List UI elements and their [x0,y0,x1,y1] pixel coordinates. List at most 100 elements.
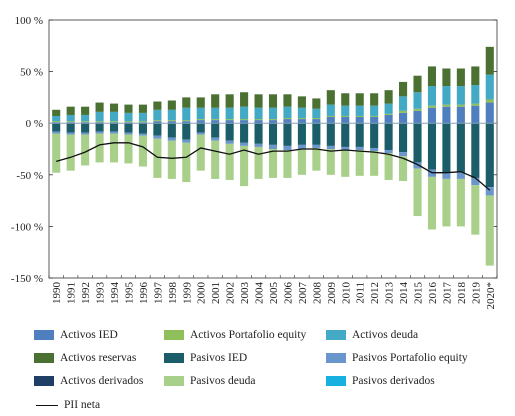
x-tick-label: 2000 [196,282,208,305]
bar-activos-ied [312,119,320,123]
x-tick-label: 1991 [66,282,78,304]
x-tick-label: 2002 [225,282,237,304]
bar-activos-portafolio-equity [211,119,219,120]
bar-pasivos-deuda [67,135,75,171]
bar-pasivos-deuda [52,134,60,173]
legend-swatch [164,376,184,386]
bar-pasivos-ied [255,123,263,144]
legend-item: Activos IED [34,329,118,341]
legend-label: Pasivos derivados [352,375,435,387]
x-tick-label: 2008 [311,282,323,305]
bar-activos-deuda [312,109,320,118]
bar-activos-ied [457,107,465,124]
bar-activos-deuda [168,110,176,120]
bar-activos-reservas [255,94,263,107]
bar-pasivos-portafolio-equity [110,131,118,133]
bar-pasivos-ied [413,123,421,162]
bar-activos-deuda [457,86,465,105]
bar-pasivos-portafolio-equity [457,173,465,179]
bar-activos-deuda [52,116,60,121]
bar-activos-portafolio-equity [182,120,190,121]
bar-activos-ied [356,117,364,123]
bar-activos-portafolio-equity [356,116,364,117]
bar-pasivos-ied [486,123,494,187]
bar-pasivos-portafolio-equity [327,146,335,149]
bar-activos-ied [413,111,421,123]
bar-pasivos-portafolio-equity [139,134,147,136]
bar-activos-deuda [255,108,263,119]
bar-activos-deuda [81,115,89,121]
y-tick-label: 50 % [20,67,43,79]
bar-pasivos-ied [385,123,393,150]
bar-activos-portafolio-equity [457,105,465,107]
bar-pasivos-portafolio-equity [124,132,132,134]
bar-pasivos-ied [124,123,132,132]
legend-label: Activos reservas [60,352,136,364]
bar-pasivos-deuda [182,143,190,182]
bar-pasivos-portafolio-equity [370,148,378,151]
bar-activos-deuda [486,75,494,100]
bar-activos-portafolio-equity [52,121,60,122]
bar-activos-reservas [240,92,248,106]
bar-activos-portafolio-equity [269,119,277,120]
bar-pasivos-portafolio-equity [240,143,248,146]
bar-pasivos-ied [471,123,479,178]
x-tick-label: 2019 [470,282,482,305]
bar-activos-reservas [110,104,118,112]
bar-activos-reservas [471,66,479,85]
bar-activos-reservas [341,93,349,105]
bar-activos-portafolio-equity [471,104,479,106]
legend-label: Pasivos deuda [190,375,255,387]
x-tick-label: 2015 [413,282,425,305]
bar-pasivos-portafolio-equity [385,150,393,153]
y-tick-label: 0 % [26,118,43,130]
bar-pasivos-deuda [283,150,291,178]
bar-activos-deuda [240,107,248,119]
bar-activos-reservas [428,66,436,86]
x-tick-label: 1992 [80,282,92,304]
x-tick-label: 2004 [254,282,266,305]
bar-activos-deuda [413,92,421,109]
x-tick-label: 2018 [456,282,468,305]
bar-activos-deuda [197,108,205,119]
bar-pasivos-ied [52,123,60,131]
bar-pasivos-portafolio-equity [211,138,219,141]
bar-pasivos-portafolio-equity [182,140,190,143]
bar-pasivos-ied [442,123,450,173]
bar-pasivos-portafolio-equity [471,178,479,185]
bar-pasivos-ied [110,123,118,131]
x-tick-label: 1995 [123,282,135,305]
bar-activos-reservas [298,96,306,107]
bar-activos-portafolio-equity [168,120,176,121]
x-tick-label: 2011 [355,282,367,304]
bar-pasivos-ied [182,123,190,140]
bar-activos-reservas [52,110,60,116]
x-tick-label: 2007 [297,282,309,305]
x-tick-label: 2012 [369,282,381,304]
bar-activos-portafolio-equity [96,121,104,122]
bar-pasivos-portafolio-equity [153,136,161,139]
bar-activos-ied [385,115,393,123]
legend-label: Activos IED [60,329,118,341]
bar-pasivos-deuda [442,179,450,226]
bar-activos-reservas [385,90,393,103]
legend-item: Activos Portafolio equity [164,329,306,341]
bar-pasivos-deuda [341,150,349,177]
x-tick-label: 2001 [210,282,222,304]
bar-activos-deuda [269,108,277,119]
bar-activos-ied [283,119,291,123]
bar-pasivos-portafolio-equity [96,131,104,133]
y-tick-label: -150 % [11,273,43,285]
y-tick-label: -50 % [16,170,43,182]
bar-pasivos-ied [298,123,306,145]
bar-pasivos-deuda [153,139,161,178]
bar-pasivos-ied [399,123,407,152]
legend-label: Pasivos IED [190,352,247,364]
bar-activos-deuda [341,106,349,116]
x-tick-label: 2006 [282,282,294,305]
bar-activos-reservas [269,94,277,107]
bar-activos-reservas [312,98,320,108]
legend-swatch [326,376,346,386]
bar-activos-ied [471,106,479,124]
bar-pasivos-deuda [471,185,479,235]
